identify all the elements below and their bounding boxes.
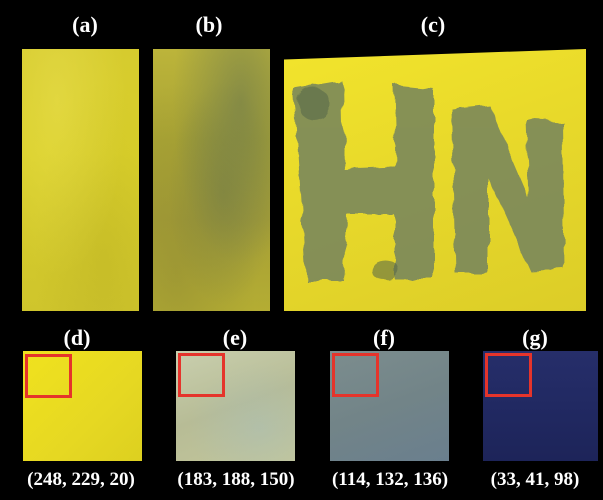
rgb-value-g: (33, 41, 98) [490, 469, 580, 490]
label-f: (f) [373, 325, 395, 350]
label-g: (g) [522, 325, 548, 350]
swatch-f-gray-blue [330, 351, 449, 461]
panel-c-written-letters [284, 49, 586, 311]
letters-hn-stain [294, 81, 564, 281]
label-d: (d) [63, 325, 91, 350]
label-e: (e) [222, 325, 248, 350]
panel-b-stain [153, 49, 270, 311]
panel-b-stained-film [153, 49, 270, 311]
panel-a-yellow-film [22, 49, 139, 311]
swatch-d-yellow [23, 351, 142, 461]
swatch-g-dark-blue [483, 351, 598, 461]
swatch-e-pale-green [176, 351, 295, 461]
swatch-f-highlight-box [332, 353, 379, 397]
label-c: (c) [420, 12, 446, 37]
swatch-e-texture [176, 351, 295, 461]
swatch-g-highlight-box [485, 353, 532, 397]
label-b: (b) [195, 12, 223, 37]
label-a: (a) [72, 12, 98, 37]
swatch-d-highlight-box [25, 354, 72, 398]
rgb-value-f: (114, 132, 136) [331, 469, 449, 490]
swatch-e-highlight-box [178, 353, 225, 397]
rgb-value-d: (248, 229, 20) [27, 469, 135, 490]
panel-a-texture [22, 49, 139, 311]
rgb-value-e: (183, 188, 150) [177, 469, 295, 490]
